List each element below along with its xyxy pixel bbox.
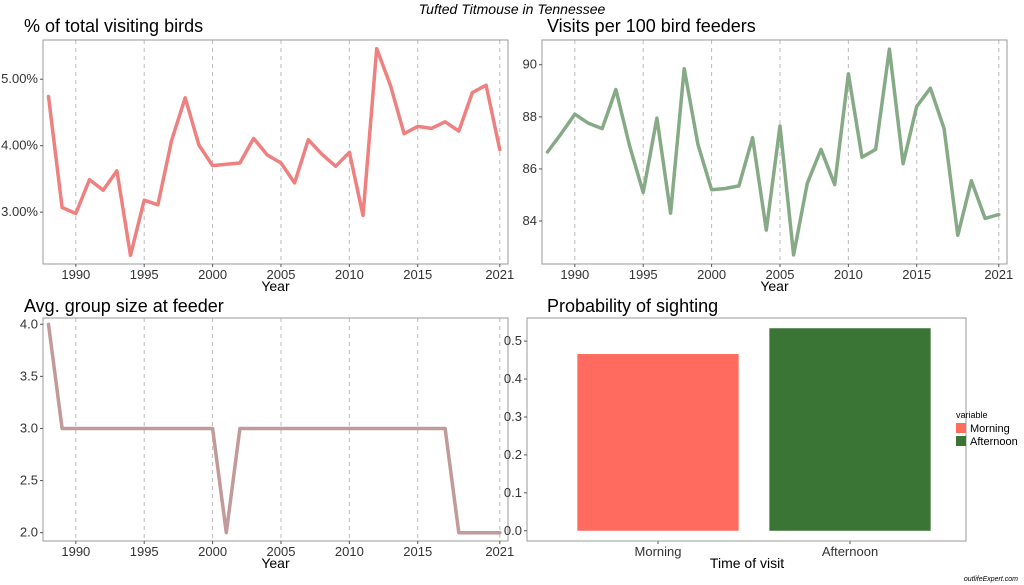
legend-swatch-afternoon	[956, 436, 966, 446]
bar-afternoon	[769, 328, 931, 531]
x-tick-label: 2015	[902, 267, 931, 282]
x-axis-title: Time of visit	[710, 555, 784, 571]
x-tick-label: 1990	[61, 267, 90, 282]
x-tick-label: 2015	[403, 544, 432, 559]
y-tick-label: 0.2	[504, 447, 522, 462]
plot-frame	[42, 39, 509, 265]
chart-panels: % of total visiting birds 1990 1995 2000 200…	[1, 16, 1018, 571]
y-tick-label: 0.4	[504, 371, 522, 386]
x-tick-label: 2021	[984, 267, 1013, 282]
chart-panel-2: Visits per 100 bird feeders 1990 1995 2000 2…	[523, 16, 1014, 294]
panel-title: Visits per 100 bird feeders	[547, 16, 756, 36]
x-axis-title: Year	[261, 555, 290, 571]
panel-title: Probability of sighting	[547, 296, 718, 316]
legend-label-afternoon: Afternoon	[970, 436, 1018, 448]
y-tick-label: 5.00%	[1, 71, 38, 86]
series-line	[46, 322, 502, 535]
series-line	[545, 47, 1001, 257]
y-tick-label: 3.0	[20, 420, 38, 435]
y-tick-label: 86	[523, 161, 537, 176]
watermark-text: outlifeExpert.com	[964, 576, 1018, 583]
y-tick-label: 0.1	[504, 485, 522, 500]
x-tick-label: 2010	[335, 267, 364, 282]
x-tick-label: 2005	[267, 544, 296, 559]
y-tick-label: 3.00%	[1, 204, 38, 219]
x-tick-label: 1995	[130, 544, 159, 559]
x-tick-label: 2010	[834, 267, 863, 282]
y-tick-label: 88	[523, 109, 537, 124]
panel-title: Avg. group size at feeder	[24, 296, 224, 316]
x-tick-label: 1990	[61, 544, 90, 559]
x-axis-title: Year	[760, 278, 789, 294]
chart-panel-1: % of total visiting birds 1990 1995 2000 200…	[1, 16, 514, 294]
x-tick-label: 2000	[198, 267, 227, 282]
y-tick-label: 0.3	[504, 409, 522, 424]
x-tick-label: 2021	[485, 544, 514, 559]
legend-title: variable	[956, 410, 988, 420]
plot-frame	[42, 317, 509, 542]
x-tick-label: 2005	[267, 267, 296, 282]
y-tick-label: 0.0	[504, 523, 522, 538]
y-tick-label: 3.5	[20, 368, 38, 383]
chart-panel-3: Avg. group size at feeder 1990 1995 2000 200…	[20, 296, 514, 571]
x-tick-label: Morning	[635, 544, 682, 559]
x-tick-label: 1990	[560, 267, 589, 282]
bar-morning	[577, 354, 739, 531]
series-line	[46, 46, 502, 258]
x-tick-label: 2015	[403, 267, 432, 282]
x-tick-label: 2000	[198, 544, 227, 559]
x-tick-label: 2021	[485, 267, 514, 282]
panel-title: % of total visiting birds	[24, 16, 203, 36]
x-tick-label: Afternoon	[822, 544, 878, 559]
plot-frame	[541, 39, 1008, 265]
y-tick-label: 90	[523, 57, 537, 72]
x-axis-title: Year	[261, 278, 290, 294]
x-tick-label: 1995	[130, 267, 159, 282]
x-tick-label: 2005	[766, 267, 795, 282]
y-tick-label: 2.0	[20, 525, 38, 540]
y-tick-label: 4.0	[20, 316, 38, 331]
x-tick-label: 1995	[629, 267, 658, 282]
y-tick-label: 4.00%	[1, 138, 38, 153]
y-tick-label: 2.5	[20, 473, 38, 488]
legend-swatch-morning	[956, 423, 966, 433]
x-tick-label: 2010	[335, 544, 364, 559]
y-tick-label: 84	[523, 213, 537, 228]
x-tick-label: 2000	[697, 267, 726, 282]
figure-suptitle: Tufted Titmouse in Tennessee	[419, 1, 606, 17]
y-tick-label: 0.5	[504, 333, 522, 348]
legend-label-morning: Morning	[970, 423, 1010, 435]
